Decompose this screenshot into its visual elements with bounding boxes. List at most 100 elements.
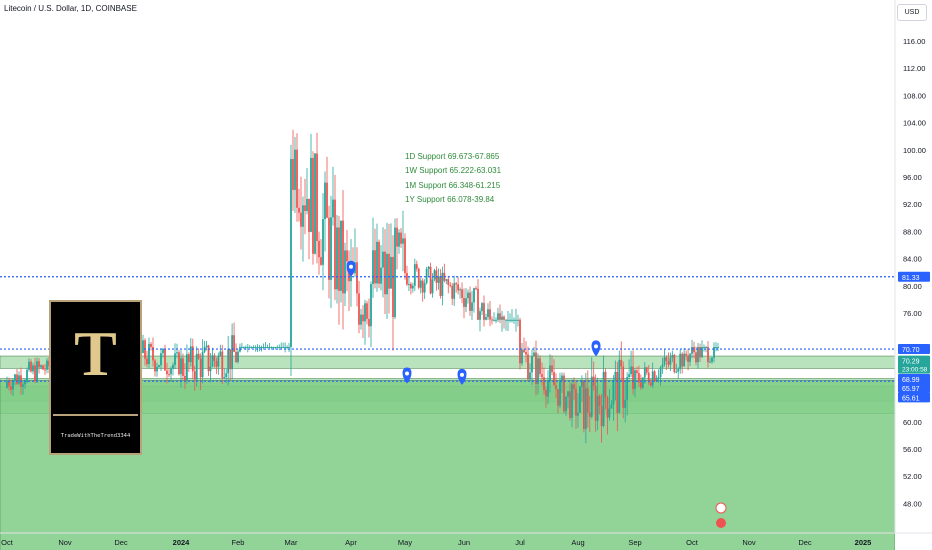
candle-body bbox=[180, 358, 182, 375]
candle-body bbox=[406, 273, 408, 285]
candle-body bbox=[463, 297, 465, 307]
candle-body bbox=[156, 366, 158, 372]
pin-dot bbox=[460, 372, 464, 377]
candle-body bbox=[360, 314, 362, 325]
candle-body bbox=[441, 272, 444, 296]
candle-body bbox=[244, 347, 247, 348]
candle-body bbox=[380, 267, 382, 284]
candle-body bbox=[366, 303, 368, 319]
candle-body bbox=[614, 371, 617, 381]
candle-body bbox=[493, 319, 495, 321]
candle-body bbox=[288, 347, 290, 348]
candle-body bbox=[14, 374, 16, 382]
candle-body bbox=[433, 270, 436, 280]
candle-body bbox=[356, 262, 358, 294]
candle-body bbox=[521, 349, 523, 364]
x-tick-label: Oct bbox=[686, 538, 699, 547]
candle-body bbox=[533, 352, 535, 357]
candle-body bbox=[8, 381, 10, 387]
candle-body bbox=[499, 313, 501, 320]
horizontal-levels bbox=[0, 276, 895, 382]
x-tick-label: Jul bbox=[515, 538, 525, 547]
candle-body bbox=[394, 227, 396, 318]
candle-body bbox=[588, 412, 591, 417]
candles bbox=[6, 129, 719, 444]
candle-body bbox=[495, 319, 497, 321]
candle-body bbox=[370, 284, 372, 327]
candle-body bbox=[342, 220, 344, 294]
candle-body bbox=[655, 378, 658, 382]
candle-body bbox=[308, 198, 310, 232]
x-tick-label: Dec bbox=[798, 538, 812, 547]
candle-body bbox=[455, 283, 458, 285]
candle-body bbox=[252, 347, 255, 348]
candle-body bbox=[258, 347, 261, 348]
candle-body bbox=[322, 219, 324, 265]
candle-body bbox=[671, 354, 674, 358]
candle-body bbox=[402, 238, 404, 244]
candle-body bbox=[429, 266, 432, 294]
candle-body bbox=[382, 251, 384, 268]
candle-body bbox=[487, 309, 489, 318]
candle-body bbox=[197, 353, 200, 359]
candle-body bbox=[314, 153, 316, 254]
candle-body bbox=[505, 319, 507, 321]
candle-body bbox=[431, 279, 434, 294]
candle-body bbox=[565, 396, 567, 412]
candle-body bbox=[421, 280, 424, 293]
candle-body bbox=[695, 352, 697, 363]
candle-body bbox=[600, 405, 603, 427]
candle-body bbox=[638, 373, 640, 383]
candle-body bbox=[6, 381, 8, 388]
x-tick-label: 2025 bbox=[855, 538, 872, 547]
x-tick-label: Sep bbox=[628, 538, 641, 547]
candle-body bbox=[272, 347, 275, 348]
candle-body bbox=[193, 371, 196, 380]
candle-body bbox=[235, 351, 237, 362]
price-badge bbox=[898, 355, 930, 374]
candle-body bbox=[10, 386, 12, 390]
candle-body bbox=[685, 353, 688, 356]
candle-body bbox=[567, 391, 569, 397]
candle-body bbox=[545, 390, 547, 397]
candle-body bbox=[661, 364, 664, 368]
candle-body bbox=[471, 302, 473, 311]
candle-body bbox=[687, 355, 689, 362]
candle-body bbox=[663, 357, 666, 365]
candle-body bbox=[598, 395, 601, 406]
candle-body bbox=[262, 347, 265, 348]
currency-button[interactable]: USD bbox=[897, 4, 927, 21]
candle-body bbox=[390, 256, 392, 289]
candle-body bbox=[563, 375, 565, 412]
candle-body bbox=[237, 351, 239, 362]
candle-body bbox=[507, 319, 509, 321]
price-badge-label: 70.29 bbox=[902, 359, 920, 366]
candle-body bbox=[404, 238, 406, 274]
candle-body bbox=[577, 412, 579, 416]
price-badge bbox=[898, 271, 930, 282]
candle-body bbox=[439, 276, 442, 296]
candle-body bbox=[641, 377, 644, 388]
candle-body bbox=[501, 316, 503, 320]
candle-body bbox=[715, 347, 717, 348]
candle-body bbox=[451, 285, 454, 299]
pin-dot bbox=[594, 344, 598, 349]
candle-body bbox=[46, 360, 48, 370]
annotation-1m-support: 1M Support 66.348-61.215 bbox=[405, 181, 501, 190]
candle-body bbox=[475, 288, 477, 290]
candle-body bbox=[459, 289, 461, 291]
candle-body bbox=[38, 361, 40, 368]
candle-body bbox=[649, 382, 652, 386]
candle-body bbox=[483, 303, 485, 320]
candle-body bbox=[636, 370, 638, 374]
candle-body bbox=[231, 335, 234, 370]
candle-body bbox=[386, 253, 388, 295]
candle-body bbox=[358, 293, 360, 325]
candle-body bbox=[306, 198, 308, 211]
candle-body bbox=[584, 388, 587, 429]
candle-body bbox=[324, 182, 326, 220]
candle-body bbox=[683, 353, 686, 367]
candle-body bbox=[437, 276, 440, 283]
